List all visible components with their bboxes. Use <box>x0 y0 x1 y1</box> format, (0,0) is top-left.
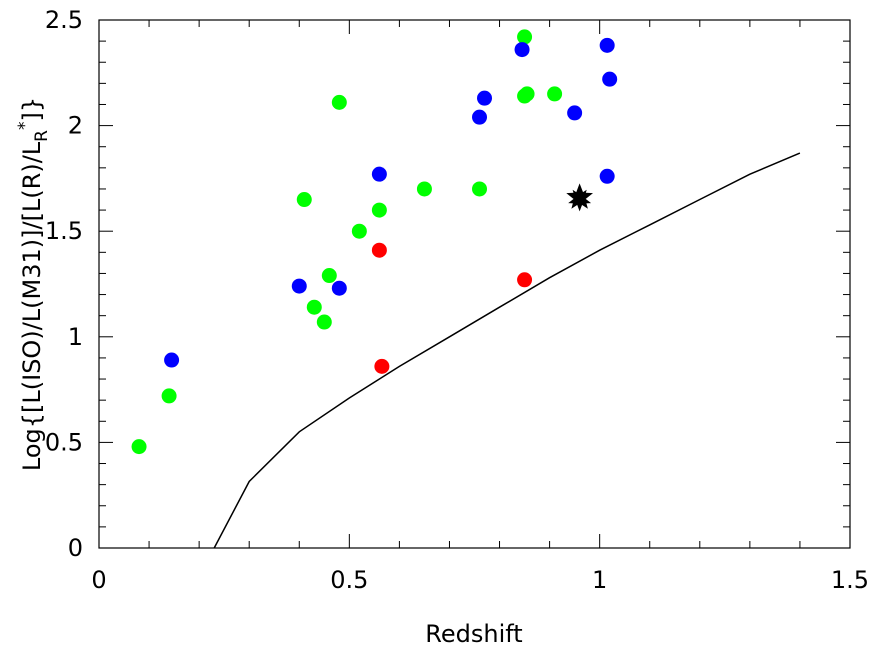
model-curve <box>213 152 801 549</box>
data-point <box>371 202 387 218</box>
data-point <box>291 278 307 294</box>
data-point <box>161 388 177 404</box>
y-tick-label: 0.5 <box>45 428 83 456</box>
data-point <box>514 42 530 58</box>
x-tick-label: 1.5 <box>831 566 869 594</box>
data-point <box>164 352 180 368</box>
data-point <box>477 90 493 106</box>
data-point <box>567 105 583 121</box>
data-point <box>371 166 387 182</box>
svg-text:Log{[L(ISO)/L(M31)]/[L(R)/LR*]: Log{[L(ISO)/L(M31)]/[L(R)/LR*]} <box>15 97 52 471</box>
y-tick-label: 2.5 <box>45 6 83 34</box>
data-point <box>351 223 367 239</box>
data-point <box>519 86 535 102</box>
data-point <box>306 299 322 315</box>
data-point <box>371 242 387 258</box>
data-point <box>296 192 312 208</box>
data-point <box>331 94 347 110</box>
x-axis-label: Redshift <box>425 620 522 648</box>
x-tick-label: 0 <box>91 566 106 594</box>
plot-frame <box>98 19 851 549</box>
data-point <box>599 37 615 53</box>
data-points <box>131 29 618 455</box>
data-point <box>416 181 432 197</box>
data-point <box>599 168 615 184</box>
y-tick-label: 1.5 <box>45 217 83 245</box>
data-point <box>374 358 390 374</box>
star-marker-overlay <box>568 189 592 212</box>
data-point <box>517 29 533 45</box>
y-tick-label: 2 <box>68 112 83 140</box>
data-point <box>602 71 618 87</box>
data-point <box>321 268 337 284</box>
data-point <box>316 314 332 330</box>
axis-tick-labels: 0 0.5 1 1.5 0 0.5 1 1.5 2 2.5 <box>45 6 869 594</box>
data-point <box>331 280 347 296</box>
data-point <box>472 109 488 125</box>
data-point <box>131 439 147 455</box>
data-point <box>517 272 533 288</box>
y-axis-label: Log{[L(ISO)/L(M31)]/[L(R)/LR*]} <box>15 97 52 471</box>
y-tick-label: 0 <box>68 534 83 562</box>
x-tick-label: 0.5 <box>330 566 368 594</box>
x-tick-label: 1 <box>592 566 607 594</box>
star-marker-group <box>566 183 593 212</box>
data-point <box>547 86 563 102</box>
data-point <box>472 181 488 197</box>
axis-ticks <box>98 19 851 549</box>
y-tick-label: 1 <box>68 323 83 351</box>
